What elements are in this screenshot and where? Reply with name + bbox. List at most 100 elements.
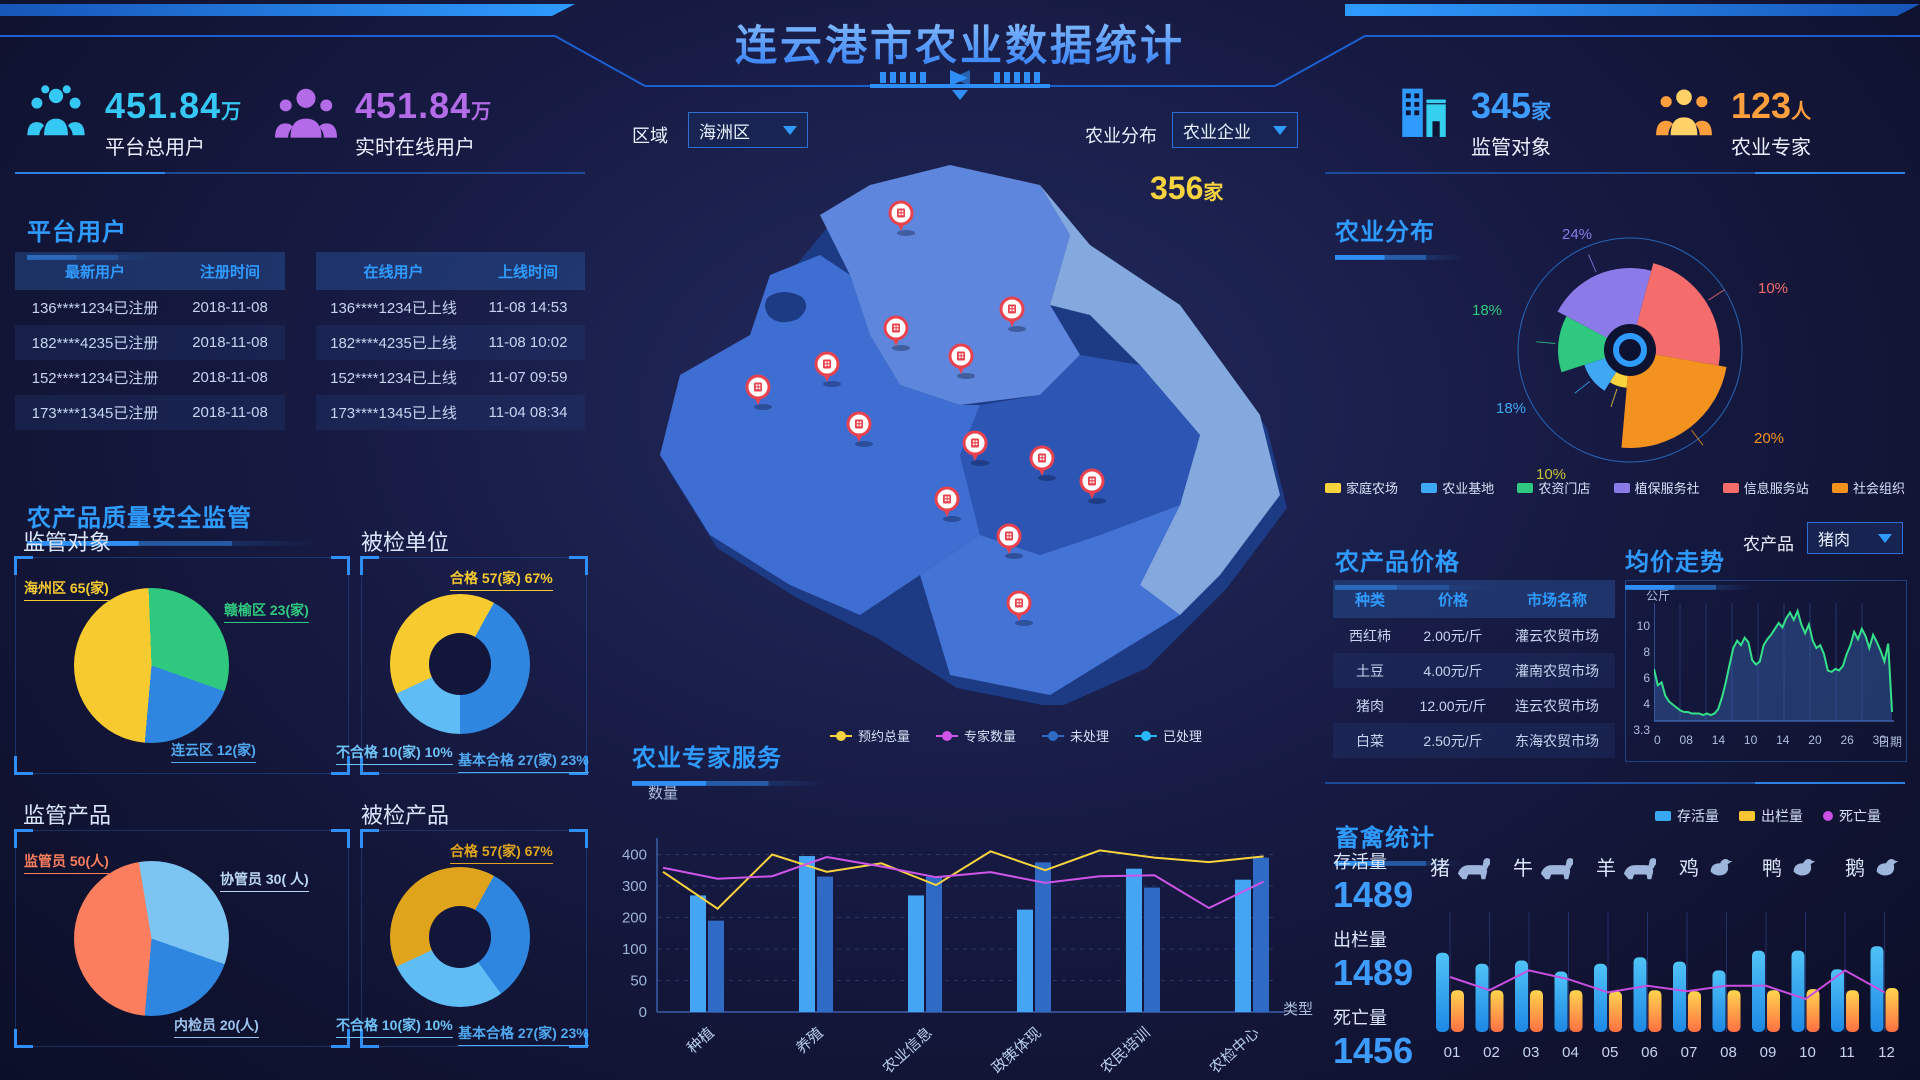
legend-item[interactable]: 未处理 (1042, 726, 1109, 745)
cell: 东海农贸市场 (1515, 732, 1599, 749)
pie-label: 基本合格 27(家) 23% (458, 1023, 589, 1046)
pie-label: 协管员 30( 人) (220, 869, 309, 892)
stat-unit: 人 (1791, 101, 1812, 123)
table-row: 136****1234已上线 11-08 14:53 (316, 290, 585, 325)
legend-label: 信息服务站 (1743, 481, 1809, 496)
cell: 173****1345已上线 (330, 405, 457, 422)
month-label: 03 (1522, 1044, 1540, 1061)
legend-item[interactable]: 信息服务站 (1722, 478, 1809, 497)
animal-item[interactable]: 猪 (1430, 852, 1490, 881)
livestock-chart[interactable] (1430, 912, 1905, 1042)
svg-text:200: 200 (622, 910, 647, 927)
legend-item[interactable]: 死亡量 (1823, 806, 1881, 826)
legend-item[interactable]: 家庭农场 (1325, 478, 1398, 497)
legend-item[interactable]: 已处理 (1135, 726, 1202, 745)
stat-total-users: 451.84万 平台总用户 (25, 85, 242, 160)
animal-row[interactable]: 猪牛羊鸡鸭鹅 (1430, 852, 1905, 881)
legend-item[interactable]: 存活量 (1655, 806, 1719, 826)
tick-label: 8 (1643, 645, 1650, 659)
building-pin-icon[interactable] (888, 200, 915, 236)
grain-pin-icon[interactable] (814, 351, 841, 387)
stat-label: 监管对象 (1471, 137, 1551, 159)
pie-supervised-products[interactable] (74, 861, 229, 1016)
tick-label: 10 (1743, 733, 1758, 747)
map-region-left (660, 255, 980, 615)
legend-item[interactable]: 农资门店 (1517, 478, 1590, 497)
legend-item[interactable]: 专家数量 (936, 726, 1016, 745)
map-region-coast (1040, 185, 1280, 615)
stat-label: 实时在线用户 (355, 137, 475, 159)
animal-item[interactable]: 鹅 (1845, 852, 1905, 881)
legend-label: 专家数量 (964, 729, 1017, 744)
person-pin-icon[interactable] (846, 411, 873, 447)
dist-dropdown-value: 农业企业 (1183, 122, 1251, 142)
list-pin-icon[interactable] (883, 315, 910, 351)
svg-text:50: 50 (630, 973, 647, 990)
distribution-legend[interactable]: 家庭农场 农业基地 农资门店 植保服务社 信息服务站 社会组织 (1325, 478, 1905, 497)
legend-item[interactable]: 预约总量 (830, 726, 910, 745)
region-map[interactable] (620, 155, 1310, 705)
stat-value: 451.84 (355, 85, 472, 126)
stat-online-users: 451.84万 实时在线用户 (275, 85, 492, 160)
factory-pin-icon[interactable] (948, 343, 975, 379)
tick-label: 10 (1636, 619, 1650, 633)
flag-pin-icon[interactable] (999, 296, 1026, 332)
legend-label: 社会组织 (1852, 481, 1905, 496)
header-frame (0, 35, 1920, 100)
plant-pin-icon[interactable] (1006, 590, 1033, 626)
distribution-rose-chart[interactable]: 24% 10% 20% 10% 18% 18% (1470, 218, 1790, 490)
product-dropdown[interactable]: 猪肉 (1807, 522, 1903, 554)
pie-label: 不合格 10(家) 10% (336, 1015, 453, 1038)
region-dropdown[interactable]: 海洲区 (688, 112, 808, 148)
silo-pin-icon[interactable] (996, 523, 1023, 559)
donut-inspected-products[interactable] (390, 867, 530, 1007)
banner-pin-icon[interactable] (1079, 468, 1106, 504)
col-header: 市场名称 (1526, 591, 1587, 609)
expert-service-chart[interactable]: 0 50 100 200 300 400 种植 养殖 农业信息 政策体现 农民培训 农检中心 (605, 778, 1305, 1078)
product-filter-label: 农产品 (1743, 535, 1794, 554)
expert-xlabel: 类型 (1283, 1001, 1314, 1018)
tick-label: 14 (1776, 733, 1790, 747)
legend-item[interactable]: 农业基地 (1421, 478, 1494, 497)
office-pin-icon[interactable] (934, 486, 961, 522)
table-row: 猪肉 12.00元/斤 连云农贸市场 (1333, 688, 1615, 723)
table-header: 最新用户 注册时间 (15, 252, 285, 290)
map-lake (765, 292, 807, 323)
tick-label: 20 (1808, 733, 1822, 747)
tractor-pin-icon[interactable] (745, 374, 772, 410)
donut-inspected-units[interactable] (390, 594, 530, 734)
animal-item[interactable]: 鸭 (1762, 852, 1822, 881)
tent-pin-icon[interactable] (1029, 445, 1056, 481)
cell: 182****4235已上线 (330, 335, 457, 352)
dist-dropdown[interactable]: 农业企业 (1172, 112, 1298, 148)
animal-item[interactable]: 羊 (1596, 852, 1656, 881)
legend-item[interactable]: 出栏量 (1739, 806, 1803, 826)
pie-label: 内检员 20(人) (174, 1015, 259, 1038)
legend-item[interactable]: 植保服务社 (1613, 478, 1700, 497)
rose-pct-label: 24% (1562, 226, 1593, 243)
table-row: 136****1234已注册 2018-11-08 (15, 290, 285, 325)
stat-label: 出栏量 (1333, 930, 1387, 950)
month-label: 05 (1601, 1044, 1619, 1061)
stat-supervised: 345家 监管对象 (1395, 85, 1551, 160)
animal-item[interactable]: 牛 (1513, 852, 1573, 881)
pie-supervised-objects[interactable] (74, 588, 229, 743)
legend-item[interactable]: 社会组织 (1831, 478, 1905, 497)
price-trend-chart[interactable] (1654, 603, 1894, 731)
stat-value: 1489 (1333, 952, 1414, 993)
map-region-center (960, 355, 1200, 555)
tick-label: 4 (1643, 697, 1650, 711)
expert-legend[interactable]: 预约总量 专家数量 未处理 已处理 (830, 726, 1202, 745)
col-header: 最新用户 (64, 263, 125, 281)
cell: 11-08 14:53 (488, 299, 568, 316)
legend-label: 预约总量 (858, 729, 911, 744)
stat-unit: 家 (1531, 101, 1552, 123)
livestock-legend[interactable]: 存活量 出栏量 死亡量 (1655, 806, 1881, 826)
stat-value: 1456 (1333, 1030, 1414, 1071)
price-trend-box: 公斤 0 08 14 10 14 20 26 30 日期 10 8 6 4 3.3 (1625, 580, 1907, 762)
pie-label: 合格 57(家) 67% (450, 841, 553, 864)
svg-text:养殖: 养殖 (793, 1024, 827, 1057)
animal-item[interactable]: 鸡 (1679, 852, 1739, 881)
location-pin-icon[interactable] (962, 430, 989, 466)
